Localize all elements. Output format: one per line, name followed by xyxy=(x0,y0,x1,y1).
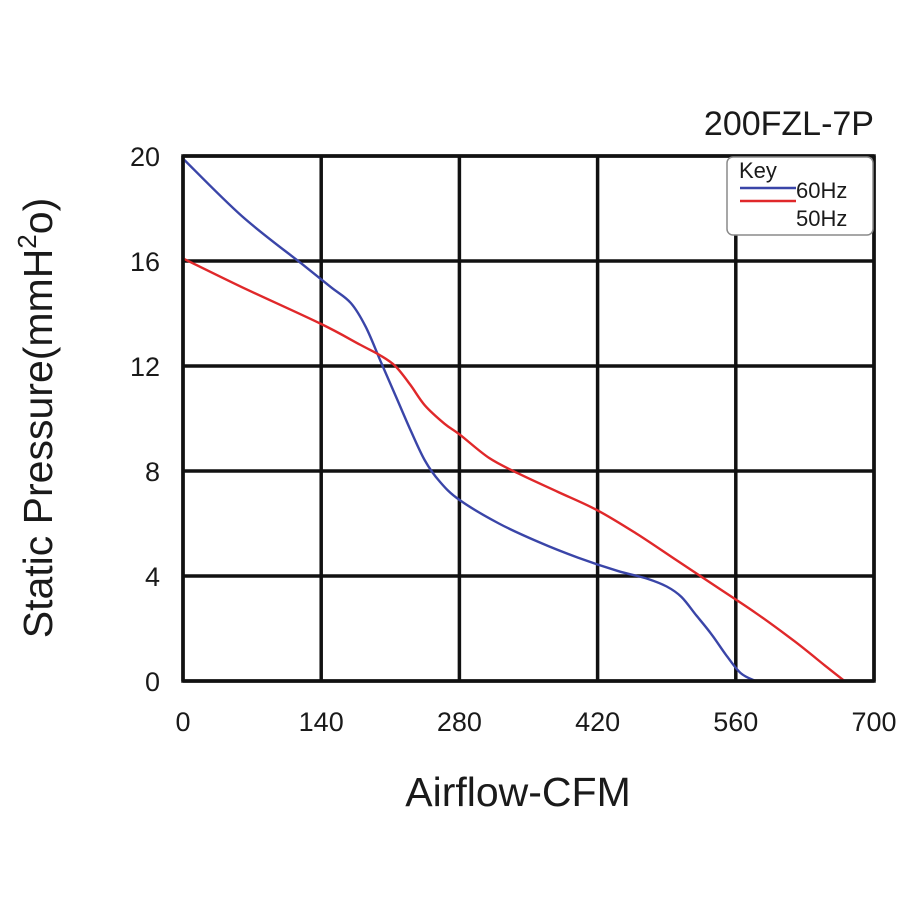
y-axis-label-end: o) xyxy=(15,198,61,234)
series-line-50hz xyxy=(181,257,846,683)
x-axis-label: Airflow-CFM xyxy=(405,769,630,815)
legend-label-60hz: 60Hz xyxy=(796,178,847,203)
legend: Key 60Hz 50Hz xyxy=(726,156,874,236)
legend-box xyxy=(726,156,874,236)
x-tick-label: 140 xyxy=(299,707,344,737)
x-tick-labels: 0 140 280 420 560 700 xyxy=(175,707,896,737)
x-tick-label: 560 xyxy=(713,707,758,737)
y-axis-label-superscript: 2 xyxy=(12,234,42,248)
y-tick-label: 8 xyxy=(145,457,160,487)
legend-label-50hz: 50Hz xyxy=(796,206,847,231)
x-tick-label: 700 xyxy=(851,707,896,737)
plot-frame xyxy=(181,154,876,683)
legend-title: Key xyxy=(739,158,777,183)
y-tick-label: 0 xyxy=(145,667,160,697)
x-tick-label: 0 xyxy=(175,707,190,737)
y-tick-label: 20 xyxy=(130,142,160,172)
y-tick-label: 4 xyxy=(145,562,160,592)
y-tick-labels: 0 4 8 12 16 20 xyxy=(130,142,160,697)
y-tick-label: 16 xyxy=(130,247,160,277)
x-tick-label: 280 xyxy=(437,707,482,737)
x-tick-label: 420 xyxy=(575,707,620,737)
y-tick-label: 12 xyxy=(130,352,160,382)
series-line-60hz xyxy=(181,157,757,683)
series-lines xyxy=(181,157,846,683)
chart-title: 200FZL-7P xyxy=(704,105,874,143)
y-axis-label-main: Static Pressure(mmH xyxy=(15,249,61,639)
y-axis-label: Static Pressure(mmH2o) xyxy=(12,198,61,639)
